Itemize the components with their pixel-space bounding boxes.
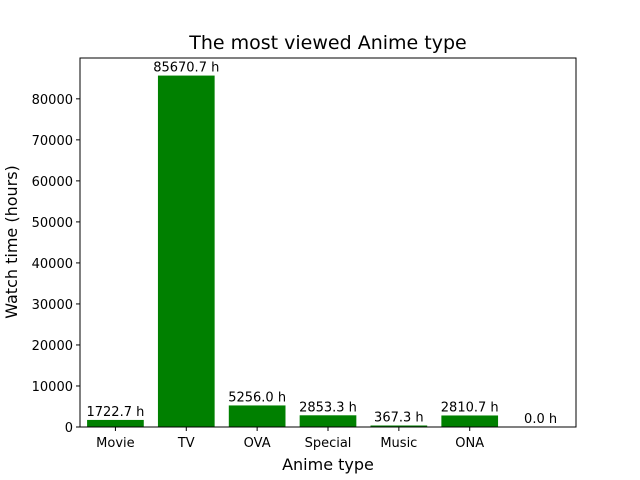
bar-value-label: 2853.3 h (299, 400, 357, 415)
x-tick-label: Movie (96, 436, 134, 451)
x-tick-label: Music (380, 436, 417, 451)
bar (441, 415, 499, 427)
x-tick-label: Special (305, 436, 352, 451)
bar-value-label: 85670.7 h (153, 61, 219, 76)
chart-title: The most viewed Anime type (188, 32, 466, 54)
y-axis-title: Watch time (hours) (2, 165, 21, 319)
bar (228, 405, 286, 427)
y-tick-label: 50000 (32, 216, 73, 231)
x-tick-label: ONA (455, 436, 484, 451)
y-tick-label: 30000 (32, 298, 73, 313)
bar-value-label: 5256.0 h (228, 390, 286, 405)
bar-value-label: 2810.7 h (441, 400, 499, 415)
bar (299, 415, 357, 427)
plot-area: 0 10000 20000 30000 40000 50000 60000 70000 8000… (32, 61, 557, 451)
bar (370, 425, 428, 427)
bar (87, 419, 144, 427)
y-tick-label: 10000 (32, 380, 73, 395)
y-tick-label: 80000 (32, 93, 73, 108)
y-tick-label: 20000 (32, 339, 73, 354)
bar-value-label: 0.0 h (524, 412, 557, 427)
y-tick-label: 70000 (32, 134, 73, 149)
bar-value-label: 367.3 h (374, 410, 424, 425)
y-tick-label: 40000 (32, 257, 73, 272)
y-tick-label: 60000 (32, 175, 73, 190)
x-axis-title: Anime type (282, 455, 374, 474)
x-tick-label: TV (177, 436, 195, 451)
bar-value-label: 1722.7 h (86, 405, 144, 420)
y-tick-label: 0 (65, 421, 73, 436)
x-tick-label: OVA (244, 436, 271, 451)
bar (157, 75, 215, 428)
axes-frame (79, 57, 577, 428)
